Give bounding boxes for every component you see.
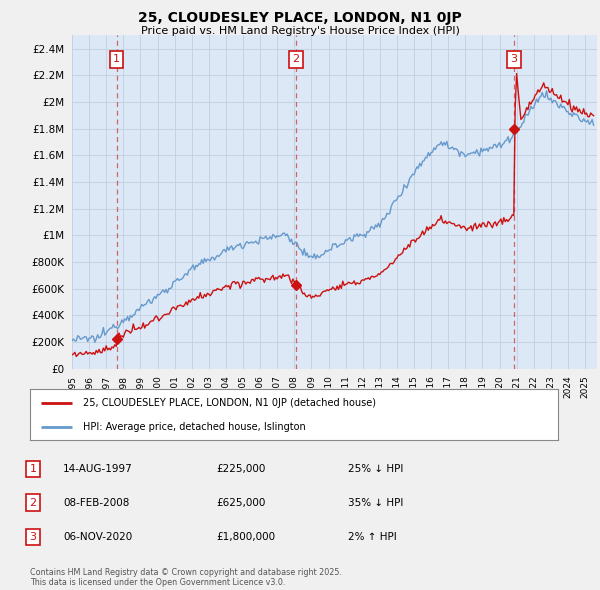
- Text: Price paid vs. HM Land Registry's House Price Index (HPI): Price paid vs. HM Land Registry's House …: [140, 26, 460, 36]
- Text: HPI: Average price, detached house, Islington: HPI: Average price, detached house, Isli…: [83, 422, 305, 432]
- Text: £625,000: £625,000: [216, 498, 265, 507]
- Text: 2: 2: [292, 54, 299, 64]
- Text: 1: 1: [113, 54, 120, 64]
- Text: 3: 3: [511, 54, 518, 64]
- Text: 2% ↑ HPI: 2% ↑ HPI: [348, 532, 397, 542]
- Text: 08-FEB-2008: 08-FEB-2008: [63, 498, 130, 507]
- Text: 1: 1: [29, 464, 37, 474]
- Text: 3: 3: [29, 532, 37, 542]
- Text: £225,000: £225,000: [216, 464, 265, 474]
- Text: 14-AUG-1997: 14-AUG-1997: [63, 464, 133, 474]
- Text: 2: 2: [29, 498, 37, 507]
- Text: 25% ↓ HPI: 25% ↓ HPI: [348, 464, 403, 474]
- Text: £1,800,000: £1,800,000: [216, 532, 275, 542]
- Text: 25, CLOUDESLEY PLACE, LONDON, N1 0JP: 25, CLOUDESLEY PLACE, LONDON, N1 0JP: [138, 11, 462, 25]
- Text: 35% ↓ HPI: 35% ↓ HPI: [348, 498, 403, 507]
- Text: 06-NOV-2020: 06-NOV-2020: [63, 532, 132, 542]
- Text: Contains HM Land Registry data © Crown copyright and database right 2025.
This d: Contains HM Land Registry data © Crown c…: [30, 568, 342, 587]
- Text: 25, CLOUDESLEY PLACE, LONDON, N1 0JP (detached house): 25, CLOUDESLEY PLACE, LONDON, N1 0JP (de…: [83, 398, 376, 408]
